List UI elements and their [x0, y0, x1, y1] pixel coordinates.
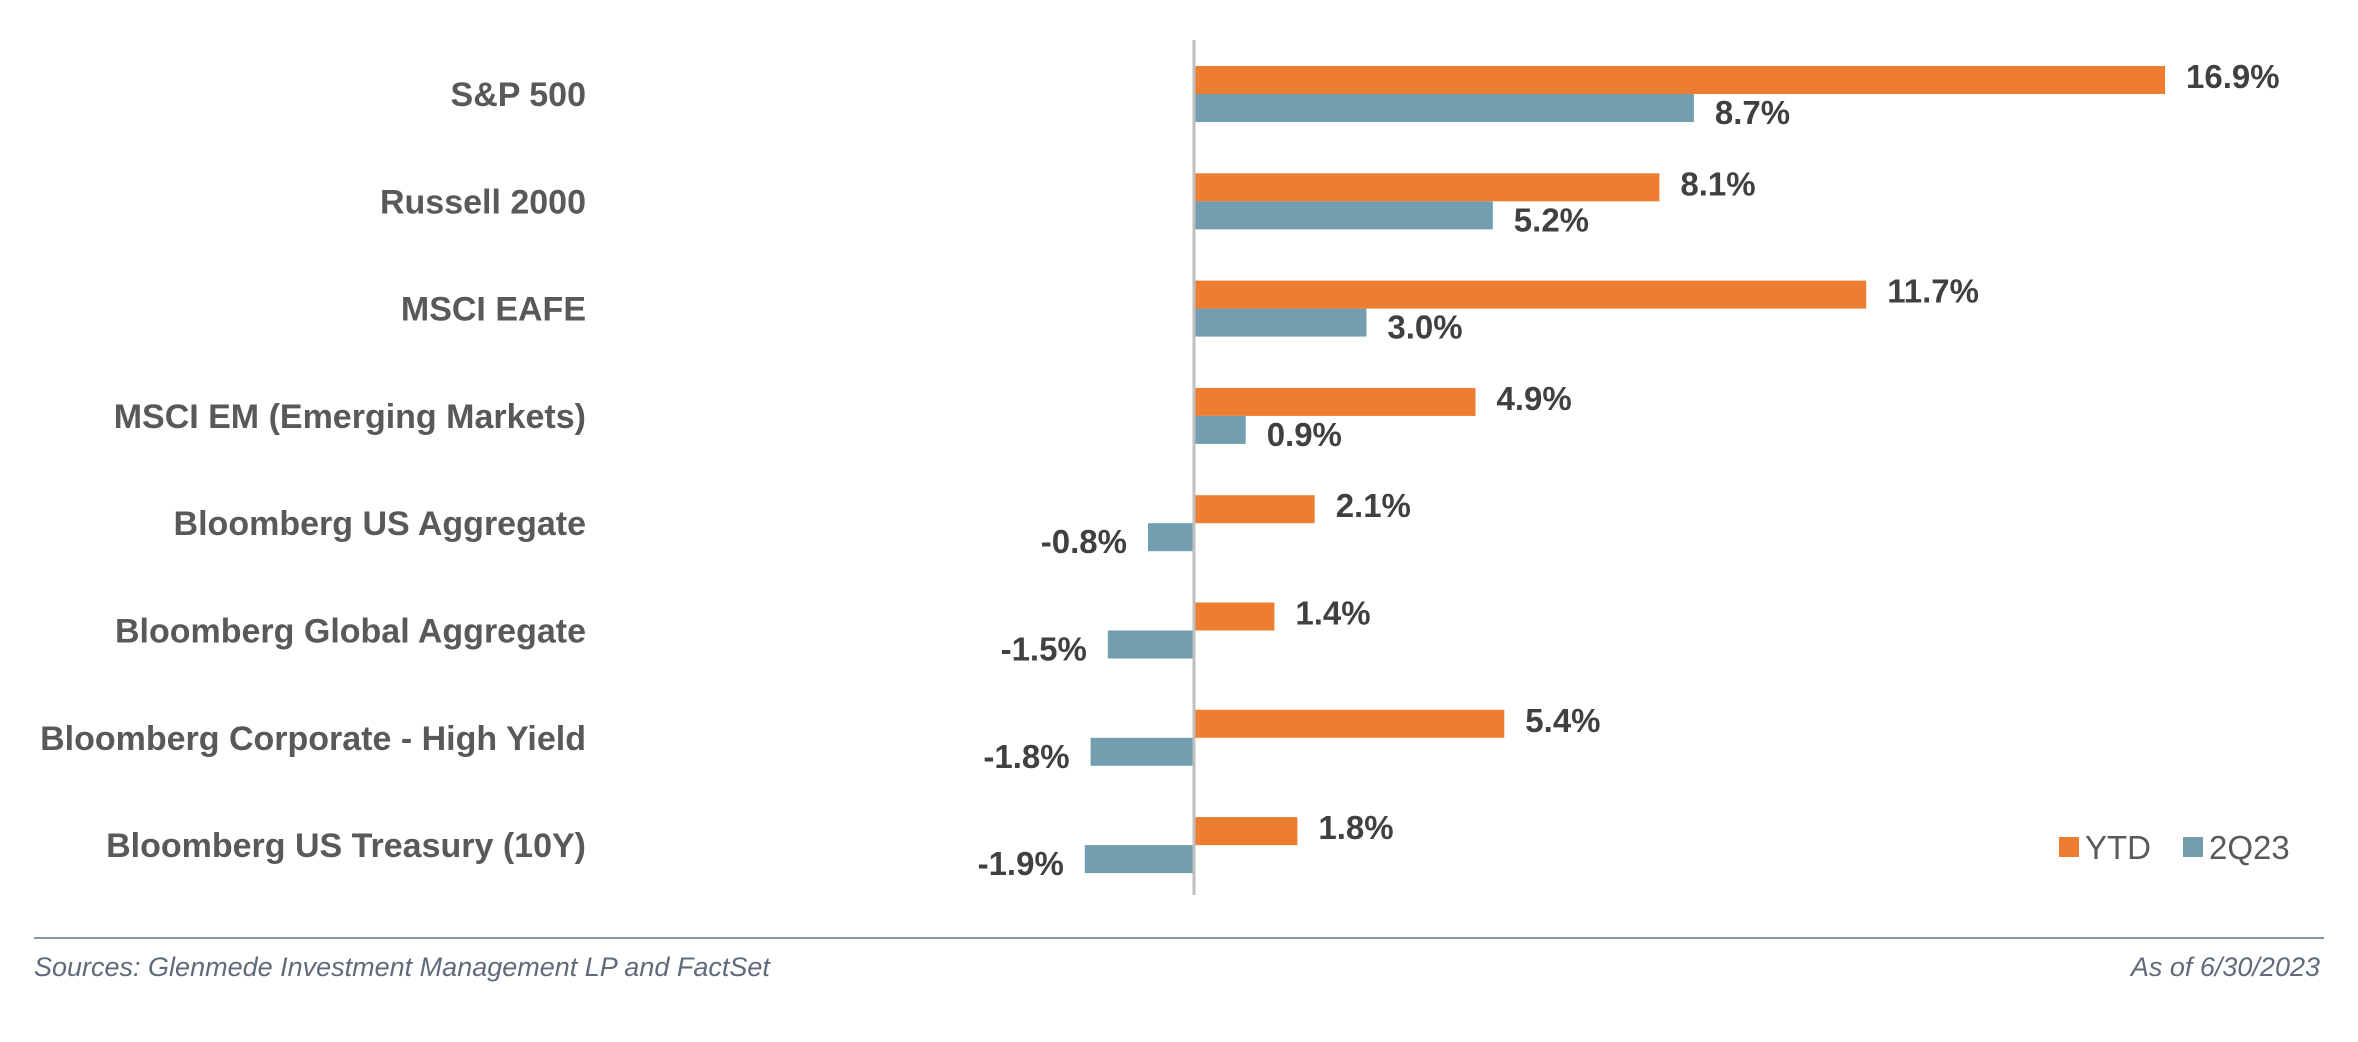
bar-2q23-bloomberg-us-treasury-10y — [1084, 845, 1194, 874]
footer-date: As of 6/30/2023 — [2130, 952, 2320, 982]
bar-2q23-msci-eafe — [1194, 308, 1367, 337]
labels-layer: S&P 500 16.9% 8.7% Russell 2000 8.1% 5.2% MSCI… — [40, 58, 2280, 882]
bar-2q23-bloomberg-us-aggregate — [1148, 523, 1194, 552]
data-label-ytd-russell-2000: 8.1% — [1680, 165, 1755, 202]
category-label-bloomberg-us-aggregate: Bloomberg US Aggregate — [174, 505, 586, 543]
data-label-ytd-bloomberg-corporate-high-yield: 5.4% — [1525, 702, 1600, 739]
bar-ytd-s-p-500 — [1194, 66, 2165, 94]
data-label-2q23-bloomberg-us-aggregate: -0.8% — [1041, 523, 1127, 560]
bar-ytd-bloomberg-us-aggregate — [1194, 495, 1315, 524]
data-label-ytd-bloomberg-us-treasury-10y: 1.8% — [1318, 809, 1393, 846]
category-label-bloomberg-corporate-high-yield: Bloomberg Corporate - High Yield — [40, 720, 586, 758]
category-label-bloomberg-global-aggregate: Bloomberg Global Aggregate — [115, 613, 586, 651]
data-label-ytd-msci-em-emerging-markets: 4.9% — [1497, 380, 1572, 417]
legend-swatch-2q23 — [2183, 837, 2203, 857]
bar-2q23-s-p-500 — [1194, 94, 1694, 122]
bars-layer — [1084, 66, 2165, 874]
legend-swatch-ytd — [2059, 837, 2079, 857]
category-label-bloomberg-us-treasury-10y: Bloomberg US Treasury (10Y) — [106, 827, 586, 865]
category-label-msci-em-emerging-markets: MSCI EM (Emerging Markets) — [114, 398, 586, 436]
data-label-ytd-msci-eafe: 11.7% — [1887, 273, 1979, 310]
category-label-msci-eafe: MSCI EAFE — [401, 291, 586, 329]
data-label-2q23-bloomberg-us-treasury-10y: -1.9% — [978, 845, 1064, 882]
data-label-2q23-s-p-500: 8.7% — [1715, 94, 1790, 131]
data-label-2q23-bloomberg-corporate-high-yield: -1.8% — [983, 738, 1069, 775]
bar-ytd-russell-2000 — [1194, 173, 1660, 202]
bar-2q23-russell-2000 — [1194, 201, 1493, 230]
footer-divider — [34, 937, 2324, 939]
bar-2q23-bloomberg-corporate-high-yield — [1090, 737, 1194, 766]
category-label-russell-2000: Russell 2000 — [380, 183, 586, 221]
bar-ytd-msci-eafe — [1194, 280, 1867, 309]
bar-ytd-bloomberg-corporate-high-yield — [1194, 709, 1505, 738]
legend: YTD 2Q23 — [2059, 829, 2290, 866]
bar-ytd-bloomberg-global-aggregate — [1194, 602, 1275, 631]
data-label-2q23-msci-eafe: 3.0% — [1387, 309, 1462, 346]
bar-ytd-msci-em-emerging-markets — [1194, 387, 1476, 416]
legend-label-2q23: 2Q23 — [2209, 829, 2290, 866]
legend-label-ytd: YTD — [2085, 829, 2151, 866]
data-label-2q23-msci-em-emerging-markets: 0.9% — [1267, 416, 1342, 453]
data-label-2q23-bloomberg-global-aggregate: -1.5% — [1001, 631, 1087, 668]
bar-2q23-bloomberg-global-aggregate — [1107, 630, 1194, 659]
bar-2q23-msci-em-emerging-markets — [1194, 415, 1246, 444]
category-label-s-p-500: S&P 500 — [451, 76, 586, 114]
bar-ytd-bloomberg-us-treasury-10y — [1194, 817, 1298, 846]
data-label-ytd-bloomberg-us-aggregate: 2.1% — [1336, 487, 1411, 524]
data-label-ytd-bloomberg-global-aggregate: 1.4% — [1295, 595, 1370, 632]
data-label-2q23-russell-2000: 5.2% — [1514, 201, 1589, 238]
footer-source: Sources: Glenmede Investment Management … — [34, 952, 770, 982]
data-label-ytd-s-p-500: 16.9% — [2186, 58, 2280, 95]
